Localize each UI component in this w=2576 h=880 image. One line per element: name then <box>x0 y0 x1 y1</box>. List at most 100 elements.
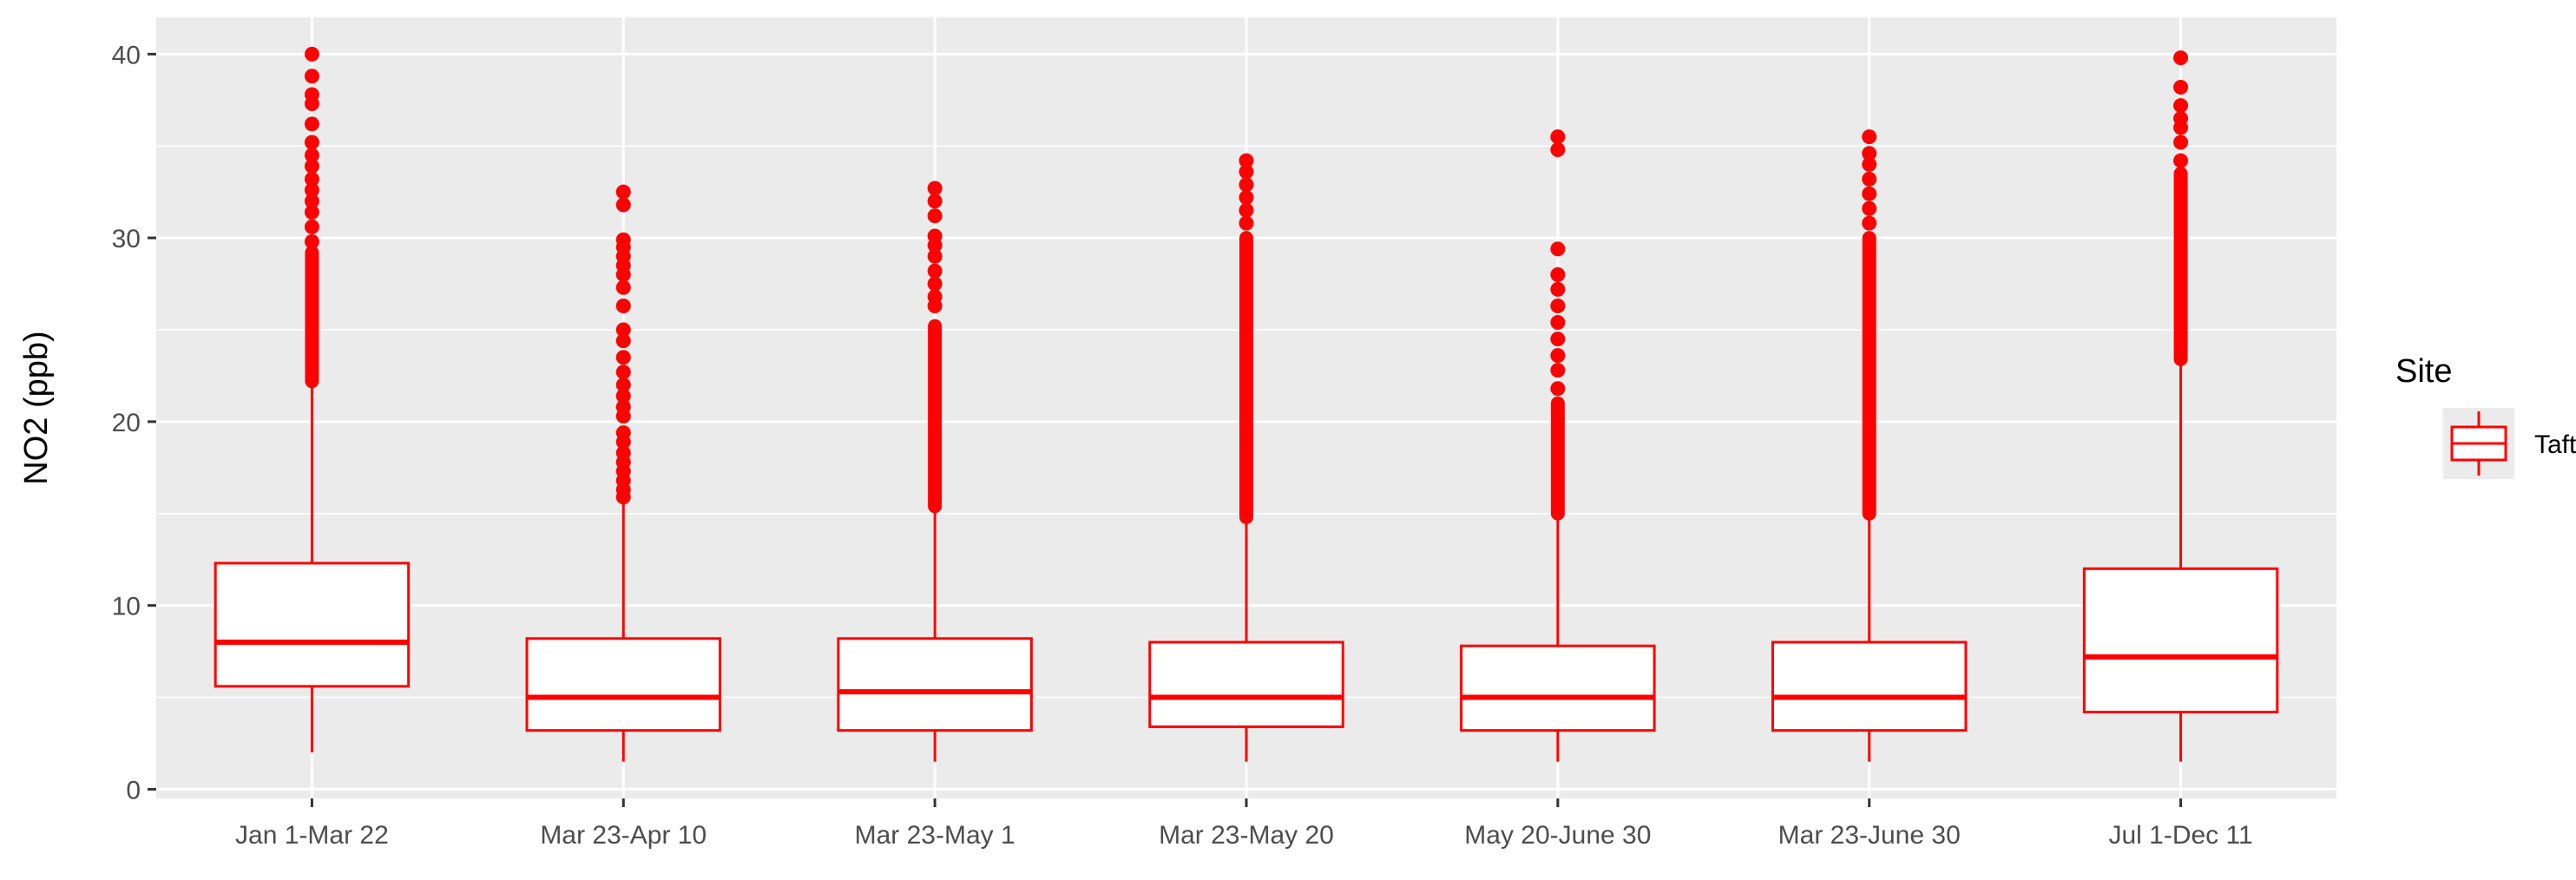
outlier-point <box>1862 171 1877 187</box>
outlier-point <box>927 228 943 244</box>
outlier-point <box>615 445 631 461</box>
legend-title: Site <box>2395 353 2452 390</box>
outlier-point <box>304 87 319 102</box>
y-axis-title: NO2 (ppb) <box>18 331 55 484</box>
outlier-point <box>1550 241 1566 257</box>
box-group <box>1148 153 1344 762</box>
box-group <box>214 46 411 753</box>
outlier-point <box>1862 186 1877 201</box>
outlier-point <box>2173 98 2189 114</box>
outlier-point <box>615 232 631 247</box>
boxes <box>214 46 2279 762</box>
outlier-point <box>1550 332 1566 347</box>
box-group <box>2082 50 2279 762</box>
outlier-point <box>304 46 319 62</box>
legend-label-taft: Taft <box>2534 430 2576 459</box>
y-tick-label: 10 <box>112 593 141 621</box>
outlier-point <box>927 276 943 292</box>
box-iqr <box>2082 567 2279 713</box>
outlier-point <box>304 171 319 187</box>
outlier-point <box>927 181 943 196</box>
outlier-point <box>615 322 631 338</box>
outlier-point <box>2173 50 2189 66</box>
x-tick-label: Mar 23-June 30 <box>1778 821 1961 850</box>
outlier-point <box>1550 281 1566 297</box>
outlier-point <box>1550 315 1566 331</box>
outlier-point <box>615 378 631 393</box>
outlier-point <box>2173 153 2189 168</box>
outlier-point <box>615 364 631 380</box>
x-tick-label: Mar 23-May 20 <box>1159 821 1334 850</box>
outlier-point <box>2173 79 2189 95</box>
outlier-point <box>1550 129 1566 145</box>
outlier-point <box>304 204 319 220</box>
box-iqr <box>1460 644 1656 732</box>
outlier-point <box>304 194 319 209</box>
outlier-band <box>305 246 319 389</box>
x-tick-label: Jan 1-Mar 22 <box>235 821 389 850</box>
outlier-point <box>2173 135 2189 150</box>
y-tick-label: 40 <box>112 41 141 69</box>
outlier-point <box>615 350 631 365</box>
x-tick-label: Jul 1-Dec 11 <box>2108 821 2252 850</box>
outlier-band <box>928 319 943 514</box>
outlier-point <box>1550 363 1566 378</box>
y-tick-label: 20 <box>112 409 141 437</box>
outlier-point <box>304 116 319 132</box>
x-tick-label: Mar 23-May 1 <box>855 821 1015 850</box>
outlier-point <box>1239 153 1254 168</box>
outlier-point <box>615 298 631 313</box>
outlier-band <box>1239 231 1253 524</box>
outlier-band <box>2173 167 2188 366</box>
outlier-point <box>1550 381 1566 397</box>
outlier-point <box>304 219 319 234</box>
outlier-band <box>1862 231 1876 521</box>
outlier-point <box>615 388 631 404</box>
box-iqr <box>1148 640 1344 728</box>
outlier-point <box>304 69 319 84</box>
outlier-point <box>927 194 943 209</box>
outlier-point <box>615 333 631 349</box>
box-iqr <box>1771 640 1968 732</box>
outlier-point <box>615 197 631 213</box>
y-tick-label: 0 <box>126 776 141 804</box>
outlier-point <box>304 182 319 198</box>
outlier-point <box>615 184 631 200</box>
box-group <box>1460 129 1656 762</box>
axes: 0 10 20 30 40 Jan 1-Mar 22 Mar 23-Apr 10 Mar 23… <box>112 41 2253 850</box>
outlier-point <box>1550 348 1566 364</box>
box-iqr <box>837 637 1033 732</box>
outlier-point <box>615 279 631 295</box>
outlier-point <box>1550 266 1566 282</box>
box-iqr <box>214 561 411 688</box>
y-tick-label: 30 <box>112 225 141 253</box>
outlier-point <box>615 399 631 415</box>
box-iqr <box>525 637 722 732</box>
outlier-point <box>1862 129 1877 145</box>
outlier-point <box>927 208 943 224</box>
box-group <box>525 184 722 762</box>
x-tick-label: Mar 23-Apr 10 <box>540 821 706 850</box>
outlier-point <box>1862 200 1877 216</box>
outlier-point <box>304 148 319 163</box>
outlier-band <box>1550 396 1565 521</box>
outlier-point <box>1239 190 1254 206</box>
outlier-point <box>304 159 319 174</box>
outlier-point <box>304 233 319 249</box>
outlier-point <box>304 135 319 150</box>
outlier-point <box>1239 164 1254 180</box>
outlier-point <box>927 289 943 305</box>
outlier-point <box>615 425 631 441</box>
box-group <box>837 181 1033 762</box>
outlier-point <box>1862 156 1877 172</box>
outlier-point <box>1239 202 1254 218</box>
outlier-point <box>927 248 943 264</box>
outlier-point <box>1239 215 1254 231</box>
outlier-point <box>1862 215 1877 231</box>
outlier-point <box>2173 110 2189 126</box>
outlier-point <box>1550 298 1566 313</box>
outlier-point <box>1862 146 1877 161</box>
box-group <box>1771 129 1968 762</box>
outlier-point <box>1239 177 1254 193</box>
